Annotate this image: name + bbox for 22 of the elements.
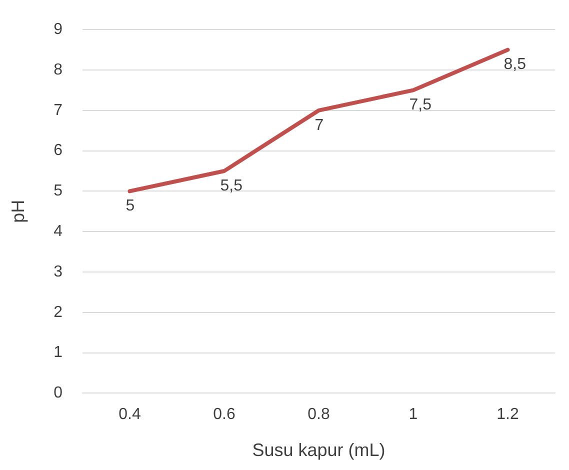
x-tick-label: 0.8 bbox=[308, 406, 330, 424]
y-tick-label: 2 bbox=[54, 304, 63, 321]
y-tick-label: 5 bbox=[54, 182, 63, 200]
x-tick-label: 1 bbox=[408, 406, 418, 424]
y-axis-title: pH bbox=[8, 200, 28, 223]
data-label: 7 bbox=[314, 116, 324, 134]
data-label: 5 bbox=[126, 198, 135, 215]
y-tick-label: 7 bbox=[54, 102, 63, 119]
y-tick-label: 6 bbox=[54, 142, 63, 160]
y-tick-label: 9 bbox=[54, 21, 63, 38]
y-tick-label: 3 bbox=[54, 263, 63, 280]
x-tick-label: 1.2 bbox=[496, 406, 519, 424]
data-label: 8,5 bbox=[504, 56, 526, 74]
data-label: 7,5 bbox=[409, 96, 432, 114]
y-tick-label: 0 bbox=[54, 384, 63, 402]
y-tick-label: 1 bbox=[54, 344, 63, 362]
x-tick-label: 0.6 bbox=[213, 406, 236, 424]
y-tick-label: 8 bbox=[54, 61, 63, 78]
x-axis-title: Susu kapur (mL) bbox=[252, 440, 386, 460]
data-label: 5,5 bbox=[220, 177, 243, 194]
x-tick-label: 0.4 bbox=[118, 406, 141, 424]
y-tick-label: 4 bbox=[54, 223, 63, 240]
